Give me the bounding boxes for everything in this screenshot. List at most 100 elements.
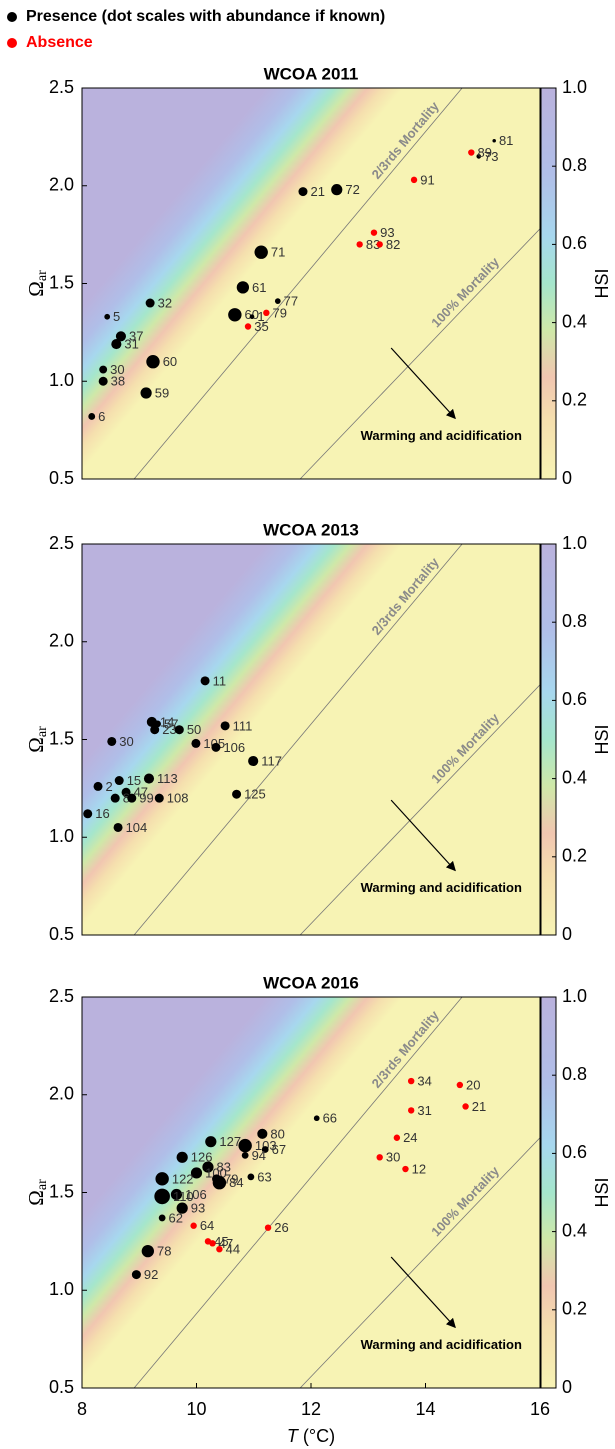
- data-point: [402, 1165, 409, 1173]
- point-label: 73: [484, 149, 498, 164]
- data-point: [407, 1107, 415, 1114]
- colorbar: [540, 996, 557, 1389]
- colorbar-tick-label: 0.2: [562, 390, 587, 410]
- data-point: [492, 139, 496, 143]
- data-point: [254, 245, 268, 259]
- y-tick-label: 1.5: [49, 272, 74, 292]
- data-point: [190, 1167, 203, 1179]
- point-label: 91: [420, 172, 434, 187]
- data-point: [241, 1151, 249, 1159]
- data-point: [261, 1146, 269, 1153]
- annotation-arrow: [390, 799, 456, 872]
- colorbar-tick-label: 0: [562, 1377, 572, 1397]
- point-label: 126: [191, 1150, 213, 1165]
- colorbar-label: HSI: [592, 268, 612, 298]
- point-label: 11: [213, 673, 227, 688]
- chart-title: WCOA 2013: [263, 520, 359, 539]
- point-label: 1: [257, 309, 264, 324]
- data-point: [370, 229, 378, 236]
- point-label: 93: [380, 225, 394, 240]
- mortality-line: [133, 544, 463, 935]
- data-point: [146, 355, 160, 369]
- point-label: 24: [403, 1130, 417, 1145]
- point-label: 110: [173, 1189, 194, 1204]
- mortality-line: [133, 88, 463, 479]
- data-point: [83, 809, 93, 819]
- point-label: 106: [223, 740, 245, 755]
- x-tick-label: 16: [530, 1399, 550, 1419]
- y-tick-label: 0.5: [49, 1377, 74, 1397]
- colorbar-label: HSI: [592, 724, 612, 754]
- x-tick-label: 14: [415, 1399, 435, 1419]
- colorbar-tick-label: 0.2: [562, 846, 587, 866]
- y-tick-label: 2.0: [49, 1084, 74, 1104]
- point-label: 6: [98, 409, 105, 424]
- point-label: 50: [187, 722, 201, 737]
- chart-title: WCOA 2011: [264, 64, 359, 83]
- point-label: 21: [472, 1099, 486, 1114]
- data-point: [141, 1245, 154, 1258]
- data-point: [107, 736, 117, 746]
- data-point: [476, 154, 482, 159]
- point-label: 79: [273, 305, 287, 320]
- data-point: [236, 281, 250, 294]
- data-point: [238, 1138, 252, 1153]
- mortality-line: [133, 997, 463, 1388]
- data-point: [212, 1176, 227, 1190]
- mortality-line: [299, 228, 540, 479]
- point-label: 30: [386, 1150, 400, 1165]
- y-tick-label: 0.5: [49, 468, 74, 488]
- hsi-background: [82, 88, 540, 479]
- point-label: 47: [134, 785, 148, 800]
- data-point: [114, 776, 124, 786]
- point-label: 44: [226, 1242, 240, 1257]
- point-label: 14: [160, 714, 174, 729]
- point-label: 16: [95, 806, 109, 821]
- x-tick-label: 8: [77, 1399, 87, 1419]
- data-point: [205, 1136, 217, 1148]
- x-tick-label: 10: [186, 1399, 206, 1419]
- point-label: 94: [252, 1148, 266, 1163]
- data-point: [264, 1224, 272, 1231]
- point-label: 78: [157, 1244, 171, 1259]
- legend-label: Absence: [26, 34, 93, 51]
- point-label: 5: [113, 309, 120, 324]
- point-label: 81: [499, 133, 513, 148]
- point-label: 8: [123, 791, 130, 806]
- data-point: [154, 1188, 170, 1205]
- data-point: [98, 376, 108, 386]
- point-label: 89: [478, 145, 492, 160]
- point-label: 30: [110, 362, 124, 377]
- point-label: 15: [127, 773, 141, 788]
- data-point: [104, 313, 111, 320]
- data-point: [190, 1222, 197, 1229]
- data-point: [468, 149, 475, 156]
- mortality-line: [299, 684, 540, 935]
- y-tick-label: 1.5: [49, 1181, 74, 1201]
- y-axis-label: Ωar: [24, 270, 50, 297]
- data-point: [176, 1151, 188, 1163]
- point-label: 61: [252, 280, 266, 295]
- point-label: 67: [272, 1142, 286, 1157]
- legend-marker: [7, 38, 17, 48]
- legend-label: Presence (dot scales with abundance if k…: [26, 8, 385, 25]
- legend-marker: [7, 12, 17, 22]
- annotation-arrow: [390, 1256, 456, 1329]
- point-label: 2: [106, 779, 113, 794]
- data-point: [211, 742, 221, 752]
- data-point: [247, 1173, 255, 1181]
- data-point: [145, 298, 155, 308]
- data-point: [176, 1202, 188, 1214]
- data-point: [376, 241, 383, 248]
- point-label: 83: [217, 1160, 231, 1175]
- point-label: 108: [167, 791, 189, 806]
- point-label: 59: [155, 385, 169, 400]
- data-point: [131, 1270, 141, 1280]
- colorbar-tick-label: 0.2: [562, 1299, 587, 1319]
- x-tick-label: 12: [301, 1399, 321, 1419]
- data-point: [158, 1214, 166, 1222]
- annotation-text: Warming and acidification: [361, 428, 522, 443]
